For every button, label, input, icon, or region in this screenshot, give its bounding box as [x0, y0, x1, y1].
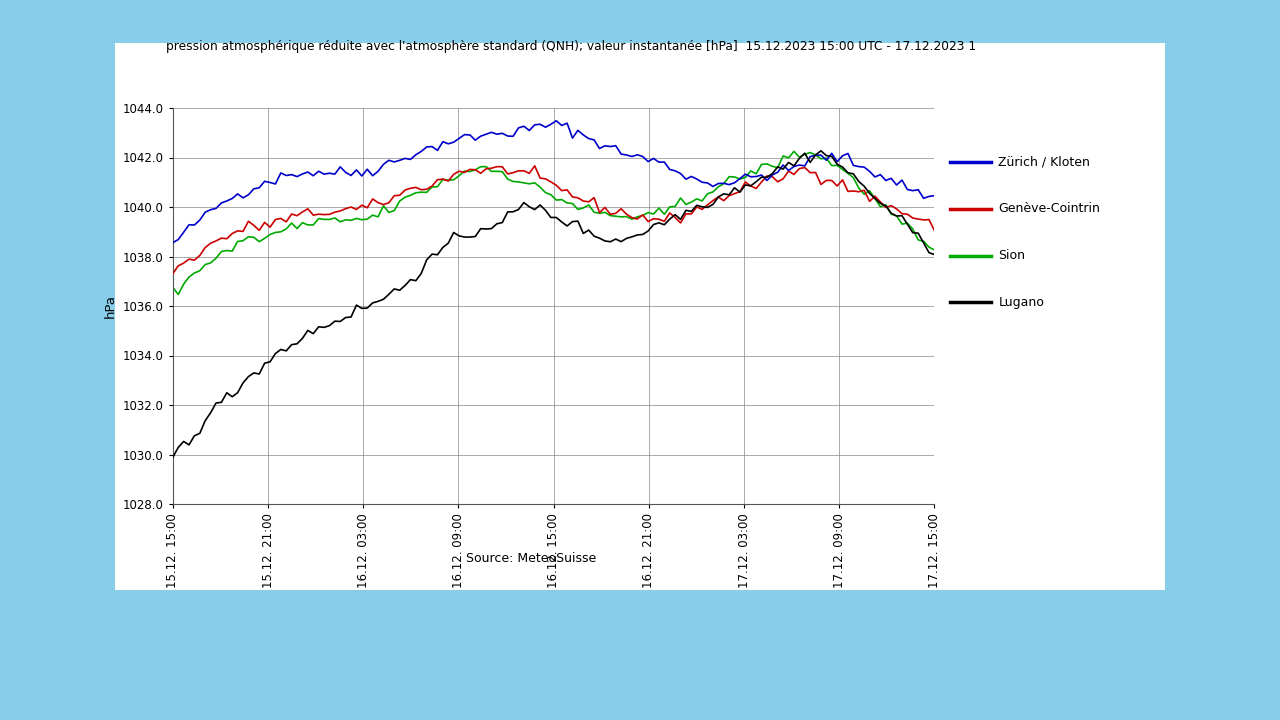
- Text: Sion: Sion: [998, 249, 1025, 262]
- Text: Genève-Cointrin: Genève-Cointrin: [998, 202, 1101, 215]
- Y-axis label: hPa: hPa: [104, 294, 118, 318]
- Text: Zürich / Kloten: Zürich / Kloten: [998, 156, 1091, 168]
- Text: Lugano: Lugano: [998, 296, 1044, 309]
- Text: pression atmosphérique réduite avec l'atmosphère standard (QNH); valeur instanta: pression atmosphérique réduite avec l'at…: [166, 40, 977, 53]
- Text: Source: MeteoSuisse: Source: MeteoSuisse: [466, 552, 596, 565]
